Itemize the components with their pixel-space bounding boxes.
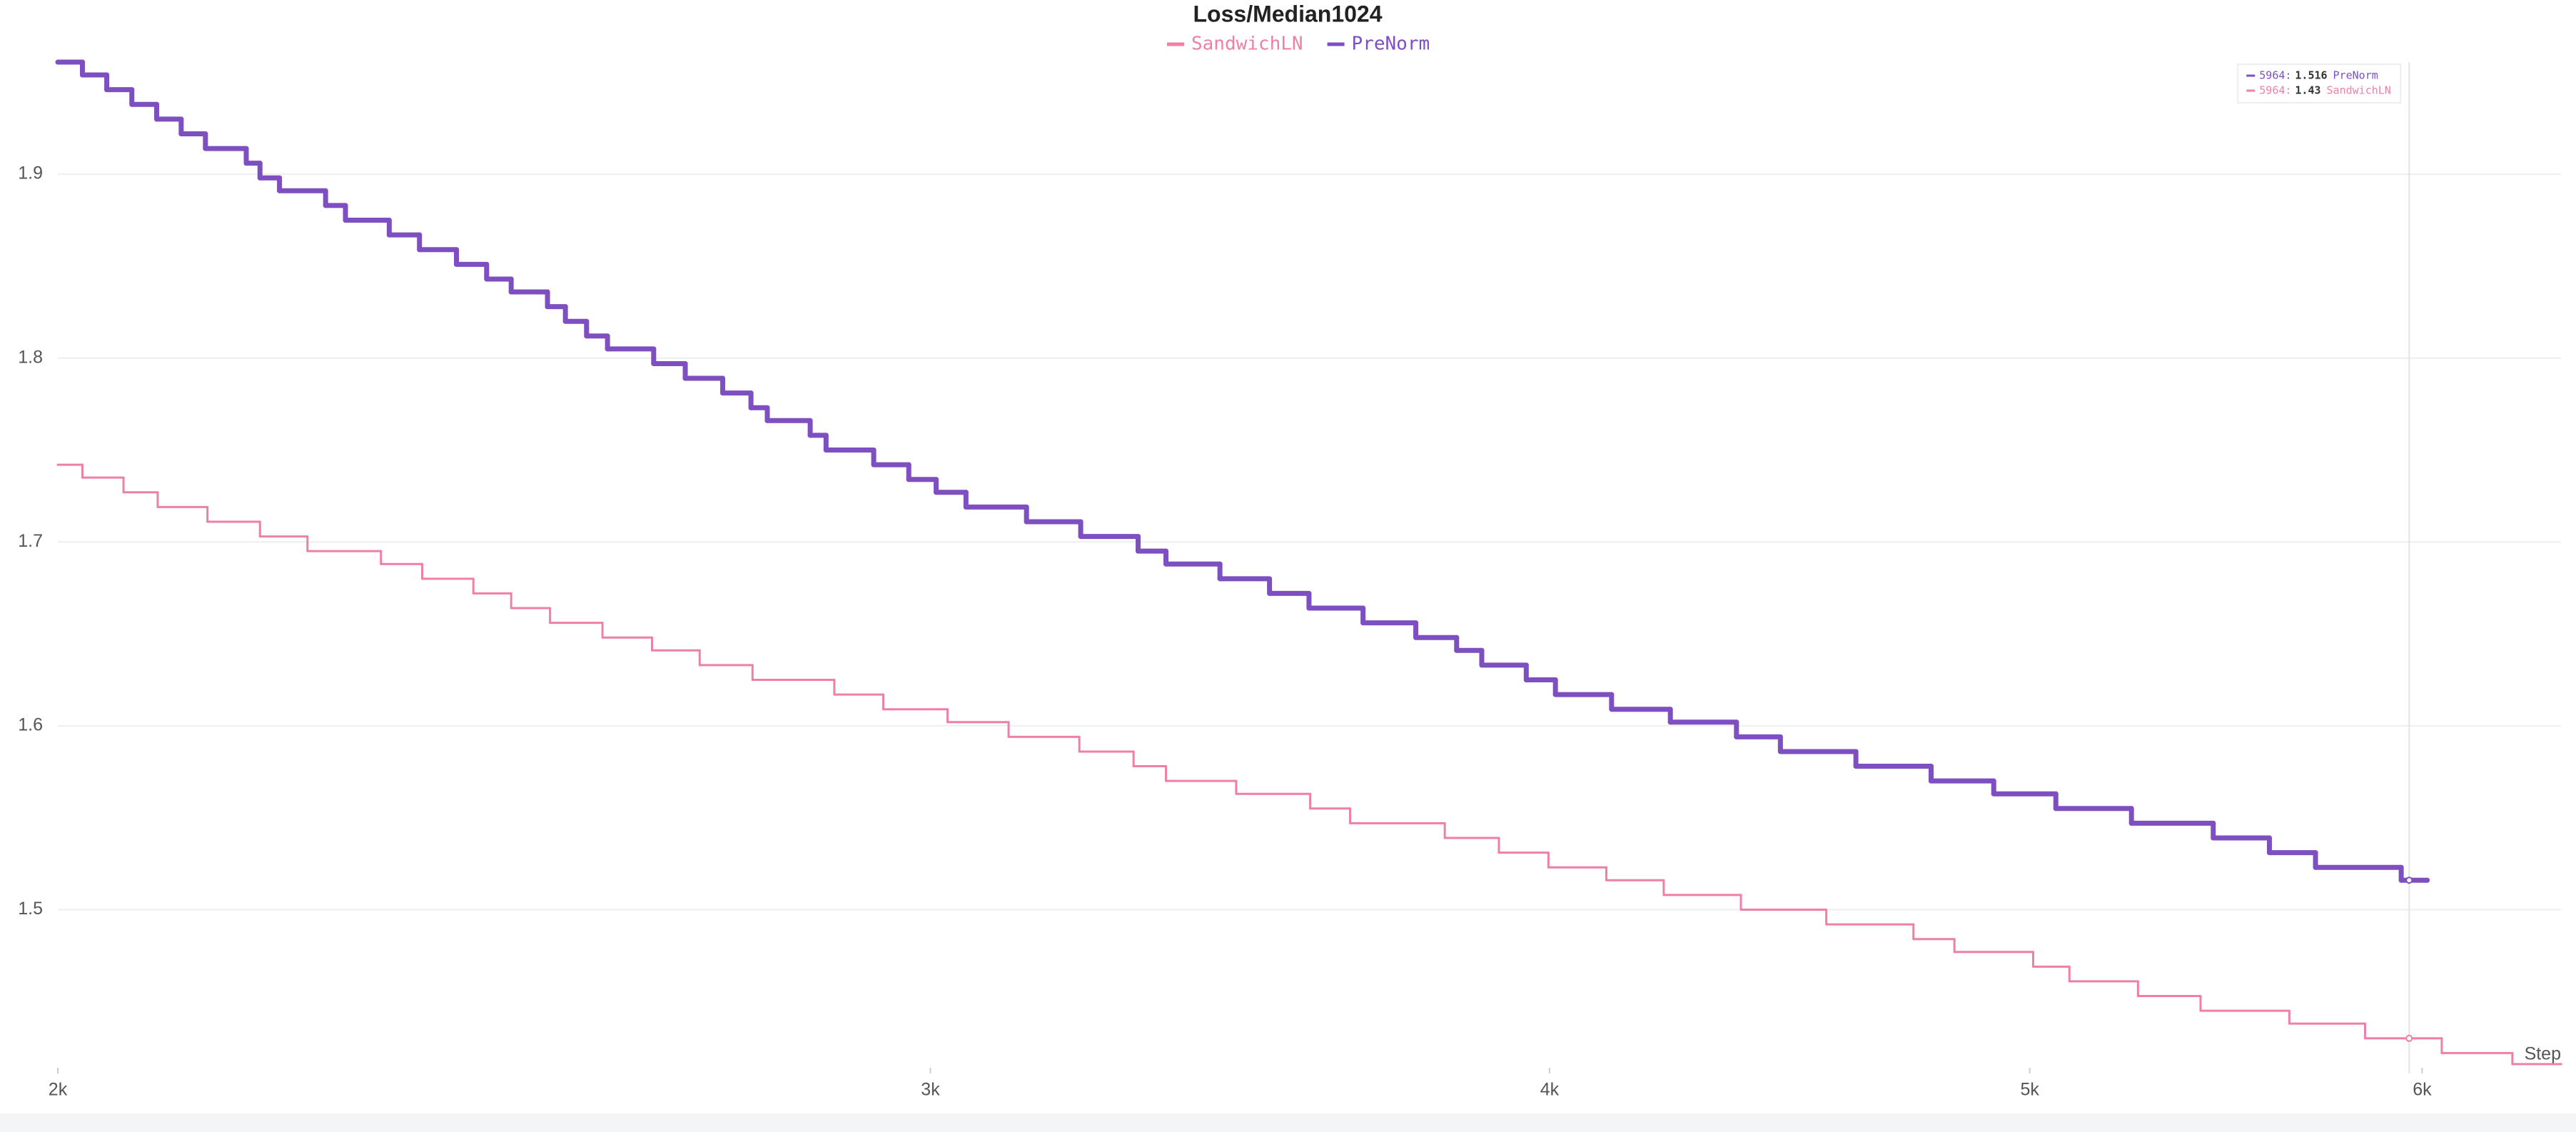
x-tick-label: 2k: [49, 1080, 68, 1100]
x-tick-label: 3k: [921, 1080, 940, 1100]
tooltip-name: PreNorm: [2333, 69, 2378, 82]
tooltip-value: 1.43: [2295, 84, 2320, 97]
y-tick-label: 1.8: [18, 347, 43, 367]
tooltip-value: 1.516: [2295, 69, 2327, 82]
tooltip-box: [2237, 64, 2402, 103]
x-tick-label: 4k: [1540, 1080, 1560, 1100]
hover-dot: [2405, 1034, 2413, 1042]
tooltip-sep: :: [2285, 84, 2291, 97]
y-tick-label: 1.5: [18, 899, 43, 919]
series-line: [56, 463, 2562, 1066]
footer-strip: [0, 1113, 2576, 1132]
tooltip-sep: :: [2285, 69, 2291, 82]
y-tick-label: 1.7: [18, 531, 43, 551]
tooltip-step: 5964: [2259, 69, 2285, 82]
y-tick-label: 1.6: [18, 714, 43, 734]
chart-title: Loss/Median1024: [1193, 1, 1383, 26]
legend-label: SandwichLN: [1191, 34, 1303, 55]
x-axis-label: Step: [2525, 1044, 2561, 1064]
x-tick-label: 5k: [2020, 1080, 2039, 1100]
series-line: [55, 59, 2430, 883]
y-tick-label: 1.9: [18, 163, 43, 183]
hover-dot: [2405, 876, 2413, 884]
legend-label: PreNorm: [1352, 34, 1430, 55]
tooltip-step: 5964: [2259, 84, 2285, 97]
x-tick-label: 6k: [2413, 1080, 2432, 1100]
tooltip-name: SandwichLN: [2327, 84, 2391, 97]
